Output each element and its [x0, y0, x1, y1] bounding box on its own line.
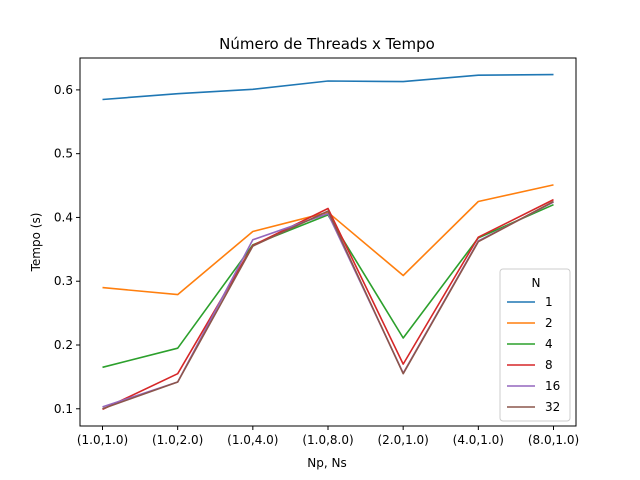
legend-box [499, 268, 571, 422]
chart-title: Número de Threads x Tempo [219, 35, 435, 53]
x-tick-label: (4.0,1.0) [453, 433, 504, 447]
legend-label-32: 32 [545, 400, 560, 414]
series-line-8 [102, 198, 554, 411]
plot-lines [102, 73, 554, 411]
series-line-2 [102, 184, 554, 296]
x-tick-label: (8.0,1.0) [528, 433, 579, 447]
legend-label-16: 16 [545, 379, 560, 393]
legend: N1 2 4 8 16 32 [499, 268, 571, 422]
y-axis-label: Tempo (s) [29, 213, 43, 273]
x-tick-label: (2.0,1.0) [377, 433, 428, 447]
series-line-4 [102, 203, 554, 369]
y-tick-label: 0.3 [54, 274, 73, 288]
legend-label-1: 1 [545, 295, 553, 309]
legend-label-4: 4 [545, 337, 553, 351]
series-line-32 [102, 200, 554, 410]
series-line-1 [102, 73, 554, 101]
y-axis-ticks: 0.1 0.2 0.3 0.4 0.5 0.6 [54, 83, 80, 416]
x-tick-label: (1.0,1.0) [77, 433, 128, 447]
y-tick-label: 0.5 [54, 147, 73, 161]
x-tick-label: (1.0,4.0) [227, 433, 278, 447]
x-axis-ticks: (1.0,1.0) (1.0,2.0) (1.0,4.0) (1.0,8.0) (2.0… [77, 426, 579, 447]
y-tick-label: 0.6 [54, 83, 73, 97]
x-tick-label: (1.0,2.0) [152, 433, 203, 447]
legend-label-8: 8 [545, 358, 553, 372]
y-tick-label: 0.1 [54, 402, 73, 416]
legend-title: N [532, 276, 541, 290]
legend-label-2: 2 [545, 316, 553, 330]
x-axis-label: Np, Ns [307, 456, 346, 470]
x-tick-label: (1.0,8.0) [302, 433, 353, 447]
y-tick-label: 0.4 [54, 210, 73, 224]
y-tick-label: 0.2 [54, 338, 73, 352]
